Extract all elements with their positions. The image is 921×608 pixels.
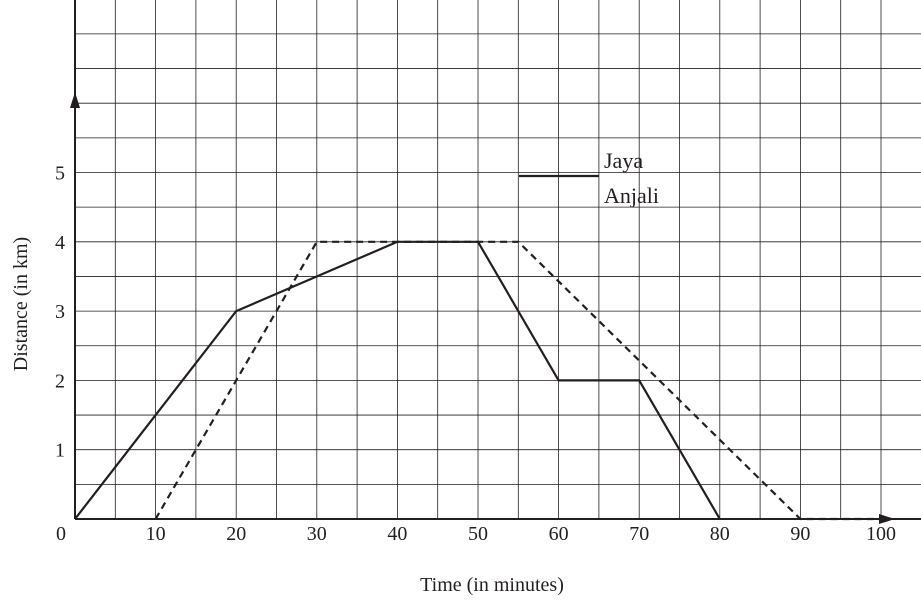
x-tick-label: 50 [468, 523, 488, 545]
y-tick-label: 5 [55, 163, 65, 185]
x-tick-label: 60 [549, 523, 569, 545]
x-tick-label: 40 [387, 523, 407, 545]
y-tick-label: 2 [55, 370, 65, 392]
x-tick-label: 10 [146, 523, 166, 545]
series-lines [74, 240, 895, 524]
legend: Jaya Anjali [519, 148, 659, 208]
origin-label: 0 [56, 523, 66, 545]
x-tick-label: 80 [710, 523, 730, 545]
x-tick-label: 70 [629, 523, 649, 545]
tick-labels: 10 20 30 40 50 60 70 80 90 100 1 2 3 4 5 [55, 163, 896, 546]
legend-jaya-label: Jaya [604, 148, 643, 173]
y-axis-label: Distance (in km) [10, 237, 32, 371]
x-tick-label: 30 [307, 523, 327, 545]
legend-anjali-label: Anjali [604, 183, 659, 208]
x-tick-label: 100 [866, 523, 896, 545]
y-tick-label: 3 [55, 301, 65, 323]
x-axis-label: Time (in minutes) [420, 574, 564, 596]
y-tick-label: 1 [55, 440, 65, 462]
y-axis-arrowhead [70, 92, 80, 108]
axes [70, 0, 921, 520]
series-line-anjali [154, 240, 881, 521]
series-arrowhead-anjali [879, 514, 895, 524]
x-tick-label: 90 [790, 523, 810, 545]
x-tick-label: 20 [226, 523, 246, 545]
y-tick-label: 4 [55, 232, 65, 254]
grid-lines [75, 0, 921, 519]
